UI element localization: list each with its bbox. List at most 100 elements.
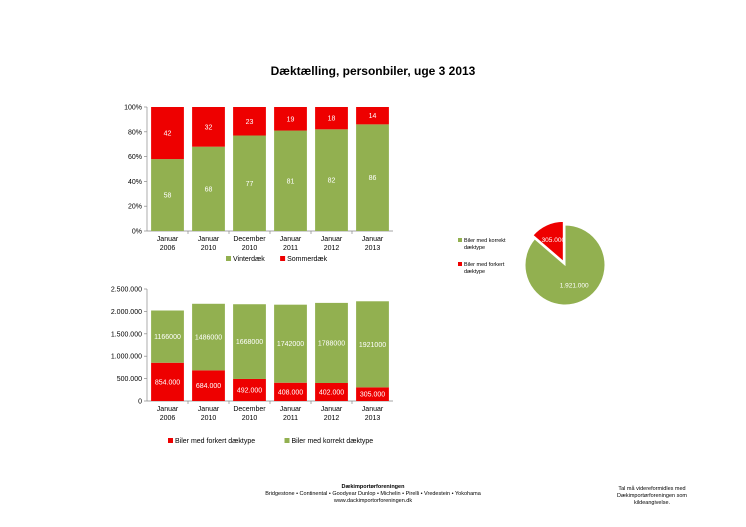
bar-segment [233,107,266,136]
data-label: 32 [205,124,213,131]
data-label: 23 [246,119,254,126]
bar-segment [274,304,307,383]
y-tick-label: 0% [132,229,142,236]
footer-info: Dækimportørforeningen Bridgestone • Cont… [200,484,546,505]
y-tick-label: 80% [128,129,142,136]
y-tick-label: 1.000.000 [111,354,142,361]
x-tick-label: Januar [198,406,220,413]
footer-note-line1: Tal må videreformidles med [618,486,686,492]
footer-note: Tal må videreformidles med Dækimportørfo… [604,486,700,507]
data-label: 81 [287,178,295,185]
footer-brands: Bridgestone • Continental • Goodyear Dun… [265,491,481,497]
bar-segment [315,107,348,130]
x-tick-label: 2011 [283,415,298,422]
bar-segment [151,310,184,363]
legend-swatch [284,438,290,443]
bar-segment [356,124,389,231]
bar-segment [192,146,225,231]
legend-swatch [168,438,173,443]
y-tick-label: 0 [138,399,142,406]
legend-swatch [280,256,286,261]
data-label: 1742000 [277,341,304,348]
bar-segment [274,382,307,401]
x-tick-label: 2013 [365,245,381,252]
bar-segment [151,159,184,231]
x-tick-label: 2013 [365,415,381,422]
legend-label: Biler med forkert dæktype [175,438,255,445]
legend-swatch [226,256,231,261]
bar-segment [233,304,266,379]
data-label: 402.000 [319,389,344,396]
legend-swatch [458,262,462,266]
bar-segment [233,378,266,401]
page-title: Dæktælling, personbiler, uge 3 2013 [270,64,476,78]
bar-segment [151,107,184,160]
x-tick-label: Januar [157,406,179,413]
x-tick-label: 2010 [242,245,258,252]
data-label: 58 [164,193,172,200]
bar-segment [356,107,389,125]
data-label: 42 [164,131,172,138]
legend-swatch [458,238,462,242]
bar-segment [192,370,225,401]
x-tick-label: 2006 [160,415,176,422]
data-label: 77 [246,181,254,188]
data-label: 14 [369,113,377,120]
data-label: 19 [287,116,295,123]
bar-segment [274,130,307,231]
bar-segment [356,301,389,388]
y-tick-label: 1.500.000 [111,331,142,338]
data-label: 82 [328,178,336,185]
x-tick-label: Januar [362,406,384,413]
x-tick-label: 2010 [201,415,217,422]
y-tick-label: 40% [128,179,142,186]
footer-url[interactable]: www.dackimportorforeningen.dk [333,498,413,504]
bar-segment [192,107,225,147]
legend-label: Vinterdæk [233,256,265,263]
pie-data-label: 1.921.000 [560,282,589,289]
y-tick-label: 500.000 [117,376,142,383]
x-tick-label: Januar [321,406,343,413]
data-label: 1668000 [236,339,263,346]
x-tick-label: Januar [362,236,384,243]
legend-label: Biler med korrekt dæktype [292,438,374,445]
data-label: 854.000 [155,379,180,386]
x-tick-label: Januar [198,236,220,243]
x-tick-label: Januar [280,236,302,243]
data-label: 305.000 [360,392,385,399]
footer-note-line2: Dækimportørforeningen som [617,493,687,499]
bar-segment [315,129,348,231]
x-tick-label: 2012 [324,245,340,252]
bar-segment [315,382,348,401]
data-label: 1788000 [318,340,345,347]
data-label: 1486000 [195,335,222,342]
x-tick-label: 2012 [324,415,340,422]
data-label: 684.000 [196,383,221,390]
x-tick-label: 2006 [160,245,176,252]
legend-label: dæktype [464,245,485,251]
data-label: 68 [205,186,213,193]
x-tick-label: December [233,236,266,243]
footer-note-line3: kildeangivelse. [633,500,671,506]
bar-segment [356,387,389,401]
data-label: 408.000 [278,389,303,396]
pie-slice [524,224,606,306]
pie-slice [532,220,564,263]
bar-segment [192,303,225,371]
legend-label: dæktype [464,269,485,275]
legend-label: Biler med forkert [464,262,505,268]
pie-data-label: 305.000 [542,237,566,244]
y-tick-label: 100% [124,105,142,112]
y-tick-label: 2.000.000 [111,309,142,316]
x-tick-label: Januar [321,236,343,243]
data-label: 492.000 [237,387,262,394]
legend-label: Biler med korrekt [464,238,506,244]
data-label: 1166000 [154,334,181,341]
x-tick-label: 2011 [283,245,298,252]
data-label: 1921000 [359,342,386,349]
data-label: 86 [369,175,377,182]
x-tick-label: December [233,406,266,413]
x-tick-label: 2010 [201,245,217,252]
x-tick-label: 2010 [242,415,258,422]
